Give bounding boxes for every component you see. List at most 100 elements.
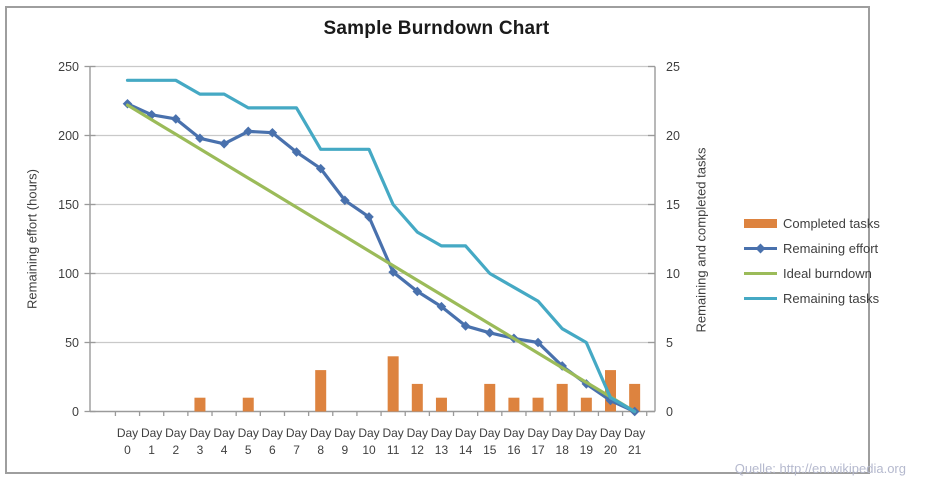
legend-item-remaining-effort: Remaining effort: [744, 241, 880, 256]
tick-label: Day: [382, 426, 403, 440]
tick-label: 1: [148, 443, 155, 457]
tick-label: 2: [172, 443, 179, 457]
legend: Completed tasks Remaining effort Ideal bur…: [744, 216, 880, 306]
bar-day-15: [484, 383, 496, 412]
tick-label: Day: [165, 426, 186, 440]
tick-label: Day: [624, 426, 645, 440]
tick-label: 150: [58, 198, 79, 212]
tick-label: 20: [604, 443, 618, 457]
marker-diamond: [171, 114, 181, 124]
tick-label: 7: [293, 443, 300, 457]
tick-label: Day: [600, 426, 621, 440]
tick-label: 11: [387, 443, 400, 457]
marker-diamond: [533, 337, 543, 348]
tick-label: Day: [310, 426, 331, 440]
tick-label: Day: [286, 426, 307, 440]
bar-day-21: [629, 383, 641, 412]
tick-label: Day: [576, 426, 597, 440]
marker-diamond: [243, 126, 254, 137]
tick-label: 8: [317, 443, 324, 457]
tick-label: Day: [479, 426, 500, 440]
tick-label: 0: [666, 405, 673, 419]
tick-label: 12: [411, 443, 425, 457]
tick-label: 4: [221, 443, 228, 457]
marker-diamond: [412, 286, 423, 297]
tick-label: 200: [58, 129, 79, 143]
series-line-remaining-effort: [125, 102, 637, 414]
tick-label: 250: [58, 60, 79, 74]
bar-day-12: [411, 383, 423, 412]
bar-day-20: [605, 370, 616, 412]
tick-label: 20: [666, 129, 680, 143]
chart-title: Sample Burndown Chart: [323, 18, 550, 39]
tick-label: Day: [117, 426, 138, 440]
marker-diamond: [219, 138, 229, 149]
legend-swatch-remaining-tasks: [744, 292, 777, 305]
source-note: Quelle: http://en.wikipedia.org: [734, 461, 906, 476]
marker-diamond: [340, 195, 350, 206]
marker-diamond: [195, 133, 205, 144]
tick-label: Day: [334, 426, 355, 440]
tick-label: Day: [455, 426, 476, 440]
legend-label-remaining-effort: Remaining effort: [783, 241, 879, 256]
tick-label: Day: [238, 426, 259, 440]
marker-diamond: [436, 301, 447, 312]
legend-item-completed-tasks: Completed tasks: [744, 216, 880, 231]
tick-label: 13: [435, 443, 449, 457]
bar-day-13: [435, 397, 447, 412]
tick-label: 14: [459, 443, 473, 457]
tick-label: Day: [141, 426, 162, 440]
tick-label: 3: [197, 443, 204, 457]
bar-day-8: [315, 370, 327, 412]
series-line-ideal-burndown: [125, 103, 637, 414]
marker-diamond: [460, 321, 471, 331]
tick-label: 0: [124, 443, 131, 457]
marker-diamond: [605, 395, 616, 406]
legend-label-ideal-burndown: Ideal burndown: [783, 266, 872, 281]
marker-diamond: [484, 328, 495, 338]
tick-label: 21: [628, 443, 642, 457]
tick-label: 0: [72, 405, 79, 419]
tick-label: 15: [666, 198, 680, 212]
tick-label: Day: [407, 426, 428, 440]
bar-day-5: [242, 397, 254, 412]
tick-label: 16: [507, 443, 521, 457]
tick-label: 10: [666, 267, 680, 281]
tick-label: Day: [189, 426, 210, 440]
tick-label: 5: [245, 443, 252, 457]
legend-item-ideal-burndown: Ideal burndown: [744, 266, 880, 281]
tick-label: 25: [666, 60, 680, 74]
tick-label: 50: [65, 336, 79, 350]
marker-diamond: [315, 163, 326, 174]
tick-label: 6: [269, 443, 276, 457]
tick-label: Day: [527, 426, 548, 440]
tick-label: Day: [358, 426, 379, 440]
tick-label: 100: [58, 267, 79, 281]
tick-label: Day: [552, 426, 573, 440]
marker-diamond: [364, 212, 374, 222]
marker-diamond: [388, 267, 398, 277]
series-line-remaining-tasks: [125, 78, 637, 414]
legend-label-remaining-tasks: Remaining tasks: [783, 291, 880, 306]
legend-label-completed-tasks: Completed tasks: [783, 216, 880, 231]
tick-label: 15: [483, 443, 497, 457]
legend-item-remaining-tasks: Remaining tasks: [744, 291, 880, 306]
marker-diamond: [267, 127, 278, 138]
tick-label: 10: [362, 443, 376, 457]
tick-label: Day: [503, 426, 524, 440]
tick-label: 5: [666, 336, 673, 350]
tick-label: 19: [580, 443, 594, 457]
marker-diamond: [291, 147, 302, 157]
tick-label: Day: [431, 426, 452, 440]
tick-label: 9: [342, 443, 349, 457]
bar-day-17: [532, 397, 544, 412]
legend-swatch-completed-tasks: [744, 217, 777, 230]
tick-label: Day: [262, 426, 283, 440]
legend-swatch-remaining-effort: [744, 242, 777, 255]
chart-border: [5, 6, 870, 474]
bar-day-19: [580, 397, 592, 412]
tick-label: Day: [213, 426, 234, 440]
bar-day-18: [556, 383, 568, 412]
legend-swatch-ideal-burndown: [744, 267, 777, 280]
